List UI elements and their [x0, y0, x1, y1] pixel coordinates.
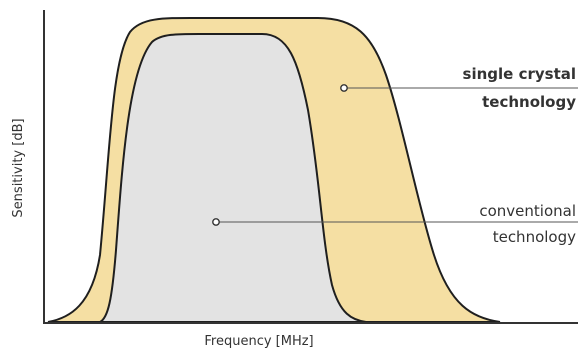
- label-single-crystal-line1: single crystal: [463, 65, 576, 83]
- label-single-crystal-line2: technology: [482, 93, 576, 111]
- y-axis-label: Sensitivity [dB]: [11, 118, 26, 217]
- label-conventional-line1: conventional: [479, 202, 576, 220]
- marker-conventional: [212, 218, 220, 226]
- marker-single-crystal: [340, 84, 348, 92]
- area-conventional: [99, 32, 367, 323]
- x-axis-label: Frequency [MHz]: [204, 334, 313, 349]
- label-conventional-line2: technology: [493, 228, 576, 246]
